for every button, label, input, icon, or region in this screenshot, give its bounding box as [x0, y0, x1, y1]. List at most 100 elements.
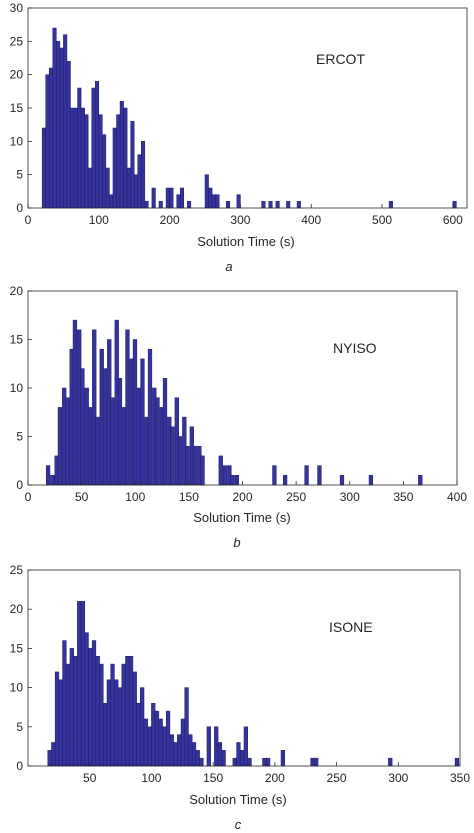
histogram-bar: [121, 663, 126, 767]
histogram-bar: [208, 187, 213, 209]
x-tick-label: 600: [443, 213, 463, 227]
histogram-bar: [99, 663, 104, 767]
chart-panel-ercot: 0 5 10 15 20 25 30 0 100 200 300 400 500 600 ERCOT S…: [10, 1, 468, 274]
histogram-bar: [211, 194, 216, 209]
histogram-bar: [234, 475, 239, 486]
histogram-bar: [310, 757, 315, 767]
histogram-bar: [165, 710, 171, 767]
histogram-bar: [177, 734, 182, 767]
histogram-bar: [188, 734, 193, 767]
histogram-bar: [169, 187, 174, 209]
histogram-bar: [137, 154, 142, 209]
y-tick-label: 30: [10, 1, 24, 15]
histogram-bar: [130, 121, 135, 209]
histogram-bar: [80, 107, 85, 209]
histogram-bar: [169, 734, 174, 767]
x-tick-label: 0: [25, 490, 32, 504]
histogram-bar: [314, 757, 319, 767]
y-tick-label: 15: [10, 333, 24, 347]
histogram-bar: [103, 703, 108, 767]
histogram-bar: [191, 742, 197, 767]
chart-annotation: ISONE: [329, 619, 373, 635]
histogram-bar: [136, 703, 141, 767]
histogram-bar: [206, 726, 211, 767]
histogram-bar: [140, 687, 145, 767]
histogram-bar: [388, 201, 393, 209]
y-tick-label: 0: [16, 478, 23, 492]
histogram-bar: [119, 101, 124, 209]
y-tick-label: 20: [10, 68, 24, 82]
histogram-bar: [95, 416, 100, 486]
histogram-bar: [221, 750, 226, 767]
bar-series: [47, 601, 460, 767]
x-tick-label: 200: [232, 490, 252, 504]
histogram-bar: [272, 465, 277, 486]
histogram-bar: [116, 114, 121, 209]
histogram-bar: [162, 726, 167, 767]
histogram-bar: [80, 601, 86, 767]
histogram-bar: [158, 718, 163, 767]
x-tick-label: 50: [83, 771, 97, 785]
histogram-bar: [275, 201, 280, 209]
histogram-bar: [368, 475, 374, 486]
histogram-bar: [141, 141, 146, 209]
histogram-bar: [91, 640, 97, 767]
y-tick-label: 5: [16, 168, 23, 182]
bar-series: [41, 27, 457, 209]
histogram-bar: [133, 174, 139, 209]
histogram-bar: [154, 710, 160, 767]
histogram-bar: [66, 663, 71, 767]
histogram-bar: [147, 726, 152, 767]
histogram-bar: [126, 167, 131, 209]
histogram-bar: [232, 757, 237, 767]
histogram-bar: [41, 127, 46, 209]
histogram-bar: [65, 397, 70, 486]
y-axis: 0 5 10 15 20: [10, 284, 32, 492]
histogram-bar: [117, 687, 123, 767]
histogram-bar: [73, 107, 78, 209]
y-tick-label: 5: [16, 430, 23, 444]
histogram-bar: [143, 718, 148, 767]
x-tick-label: 350: [393, 490, 413, 504]
histogram-bar: [102, 134, 107, 209]
histogram-bar: [165, 187, 170, 209]
histogram-bar: [304, 465, 309, 486]
histogram-bar: [179, 187, 185, 209]
histogram-bar: [52, 27, 57, 209]
histogram-bar: [151, 187, 156, 209]
x-tick-label: 100: [89, 213, 109, 227]
histogram-bar: [147, 348, 153, 486]
histogram-bar: [63, 34, 68, 209]
x-axis: 0 50 100 150 200 250 300 350 400: [25, 481, 467, 504]
histogram-bar: [200, 455, 205, 486]
histogram-bar: [70, 107, 75, 209]
histogram-bar: [95, 81, 100, 209]
x-axis-label: Solution Time (s): [189, 792, 287, 807]
histogram-bar: [109, 194, 114, 209]
histogram-bar: [45, 465, 51, 486]
histogram-bar: [77, 601, 82, 767]
histogram-bar: [72, 319, 78, 486]
histogram-bar: [144, 201, 149, 209]
histogram-bar: [454, 757, 460, 767]
histogram-bar: [222, 465, 228, 486]
histogram-bar: [84, 114, 89, 209]
histogram-bar: [339, 475, 345, 486]
chart-annotation: NYISO: [333, 340, 377, 356]
x-axis-label: Solution Time (s): [197, 234, 295, 249]
x-tick-label: 100: [125, 490, 145, 504]
histogram-bar: [59, 47, 64, 209]
histogram-bar: [155, 397, 160, 486]
histogram-bar: [388, 757, 393, 767]
histogram-bar: [84, 632, 89, 767]
y-tick-label: 10: [10, 381, 24, 395]
histogram-bar: [56, 41, 61, 209]
histogram-bar: [45, 74, 50, 209]
histogram-bar: [214, 726, 219, 767]
histogram-bar: [170, 426, 175, 486]
histogram-bar: [87, 407, 93, 486]
histogram-bar: [58, 679, 63, 767]
histogram-bar: [125, 655, 130, 767]
histogram-bar: [192, 445, 198, 486]
histogram-bar: [110, 397, 115, 486]
